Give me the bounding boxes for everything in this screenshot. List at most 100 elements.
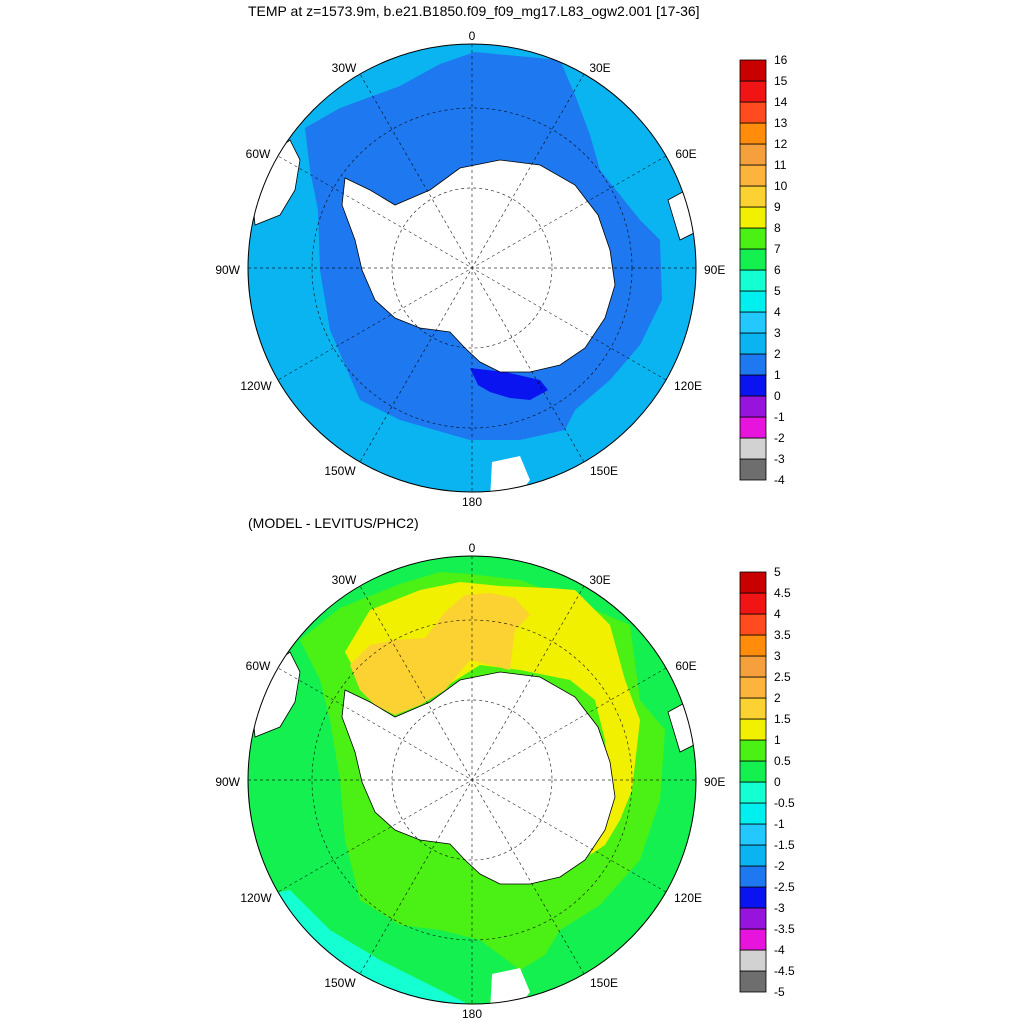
colorbar-tick-label: 3.5	[774, 628, 791, 642]
colorbar-tick-label: 15	[774, 74, 788, 88]
colorbar-swatch	[739, 928, 767, 951]
colorbar-tick-label: -4	[774, 473, 785, 487]
colorbar-swatch	[739, 374, 767, 397]
colorbar-swatch	[739, 634, 767, 657]
colorbar-swatch	[739, 823, 767, 846]
panel-2-field-orange	[350, 593, 530, 715]
colorbar-swatch	[739, 290, 767, 313]
colorbar-tick-label: 5	[774, 565, 781, 579]
panel-2-lon-label: 120W	[240, 891, 272, 905]
colorbar-swatch	[739, 185, 767, 208]
colorbar-tick-label: -3	[774, 452, 785, 466]
colorbar-swatch	[739, 886, 767, 909]
panel-2-lon-labels: 0 30E 60E 90E 120E 150E 180 150W 120W 90…	[215, 541, 725, 1021]
colorbar-tick-label: -3	[774, 901, 785, 915]
panel-1-antarctica	[341, 159, 616, 373]
panel-1-lon-label: 60W	[246, 147, 271, 161]
colorbar-tick-label: 4	[774, 607, 781, 621]
panel-2-lon-label: 0	[469, 541, 476, 555]
panel-2-lon-label: 30E	[589, 573, 610, 587]
panel-2-colorbar: -5 -4.5 -4 -3.5 -3 -2.5 -2 -1.5 -1 -0.5 0 0.5 1 1.5 2 2…	[739, 565, 795, 999]
colorbar-swatch	[739, 332, 767, 355]
colorbar-swatch	[739, 970, 767, 993]
panel-2-lon-label: 90W	[215, 775, 240, 789]
panel-2-antarctica	[341, 671, 616, 885]
panel-2-lon-label: 150E	[590, 976, 618, 990]
colorbar-tick-label: 2.5	[774, 670, 791, 684]
colorbar-tick-label: -1.5	[774, 838, 795, 852]
panel-1-lon-label: 60E	[675, 147, 696, 161]
colorbar-tick-label: 4.5	[774, 586, 791, 600]
colorbar-tick-label: -1	[774, 817, 785, 831]
colorbar-tick-label: 7	[774, 242, 781, 256]
panel-2-graticule	[248, 556, 696, 1004]
colorbar-swatch	[739, 458, 767, 481]
colorbar-tick-label: -2	[774, 431, 785, 445]
panel-1-lon-label: 30E	[589, 61, 610, 75]
colorbar-swatch	[739, 949, 767, 972]
panel-1-graticule	[248, 44, 696, 492]
colorbar-tick-label: 10	[774, 179, 788, 193]
colorbar-tick-label: 0	[774, 775, 781, 789]
panel-1-map: 0 30E 60E 90E 120E 150E 180 150W 120W 90…	[215, 29, 725, 509]
colorbar-swatch	[739, 248, 767, 271]
colorbar-swatch	[739, 718, 767, 741]
colorbar-tick-label: 9	[774, 200, 781, 214]
colorbar-swatch	[739, 437, 767, 460]
colorbar-tick-label: -3.5	[774, 922, 795, 936]
panel-1-map-border	[247, 43, 697, 493]
panel-1-field-ross-shelf	[470, 368, 548, 400]
panel-2-lon-label: 150W	[324, 976, 356, 990]
colorbar-tick-label: 0	[774, 389, 781, 403]
panel-1-lon-labels: 0 30E 60E 90E 120E 150E 180 150W 120W 90…	[215, 29, 725, 509]
colorbar-tick-label: -2.5	[774, 880, 795, 894]
colorbar-swatch	[739, 80, 767, 103]
colorbar-swatch	[739, 655, 767, 678]
colorbar-tick-label: 3	[774, 326, 781, 340]
colorbar-tick-label: 5	[774, 284, 781, 298]
colorbar-swatch	[739, 59, 767, 82]
panel-1-lon-label: 30W	[332, 61, 357, 75]
panel-1-lon-label: 180	[462, 495, 482, 509]
colorbar-swatch	[739, 844, 767, 867]
panel-1-title: TEMP at z=1573.9m, b.e21.B1850.f09_f09_m…	[248, 3, 700, 19]
colorbar-tick-label: 1	[774, 368, 781, 382]
colorbar-tick-label: 14	[774, 95, 788, 109]
panel-1-lon-label: 120W	[240, 379, 272, 393]
colorbar-swatch	[739, 613, 767, 636]
colorbar-swatch	[739, 227, 767, 250]
panel-1-lon-label: 0	[469, 29, 476, 43]
colorbar-swatch	[739, 907, 767, 930]
panel-1-lon-label: 150E	[590, 464, 618, 478]
colorbar-tick-label: -4	[774, 943, 785, 957]
colorbar-swatch	[739, 697, 767, 720]
colorbar-swatch	[739, 101, 767, 124]
panel-2-map: 0 30E 60E 90E 120E 150E 180 150W 120W 90…	[215, 541, 725, 1021]
colorbar-tick-label: 2	[774, 691, 781, 705]
panel-1-lon-label: 120E	[674, 379, 702, 393]
colorbar-swatch	[739, 269, 767, 292]
panel-2-lon-label: 180	[462, 1007, 482, 1021]
colorbar-swatch	[739, 143, 767, 166]
colorbar-tick-label: -0.5	[774, 796, 795, 810]
colorbar-tick-label: -4.5	[774, 964, 795, 978]
colorbar-swatch	[739, 760, 767, 783]
colorbar-tick-label: 1.5	[774, 712, 791, 726]
colorbar-swatch	[739, 416, 767, 439]
colorbar-swatch	[739, 353, 767, 376]
colorbar-tick-label: 11	[774, 158, 787, 172]
colorbar-tick-label: -1	[774, 410, 785, 424]
colorbar-tick-label: 3	[774, 649, 781, 663]
colorbar-swatch	[739, 206, 767, 229]
colorbar-tick-label: 2	[774, 347, 781, 361]
colorbar-swatch	[739, 122, 767, 145]
colorbar-tick-label: 1	[774, 733, 781, 747]
panel-2-lon-label: 120E	[674, 891, 702, 905]
colorbar-swatch	[739, 739, 767, 762]
colorbar-swatch	[739, 164, 767, 187]
colorbar-tick-label: 12	[774, 137, 788, 151]
panel-1-lon-label: 90E	[704, 263, 725, 277]
colorbar-swatch	[739, 676, 767, 699]
